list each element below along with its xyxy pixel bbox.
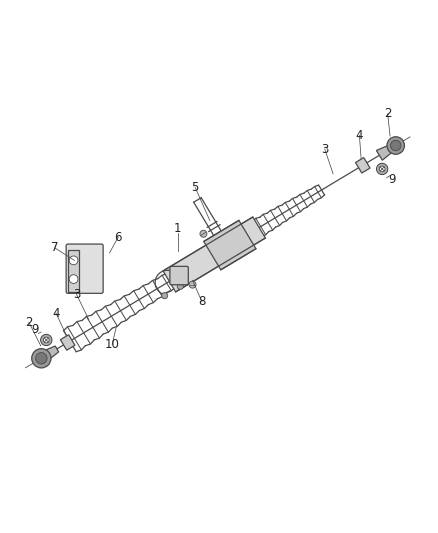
- Circle shape: [177, 283, 184, 289]
- Circle shape: [69, 256, 78, 265]
- Text: 4: 4: [52, 306, 60, 320]
- Text: 3: 3: [73, 288, 80, 301]
- Circle shape: [162, 293, 168, 299]
- Circle shape: [43, 337, 49, 343]
- Polygon shape: [68, 250, 79, 292]
- Polygon shape: [60, 335, 75, 350]
- Circle shape: [189, 281, 196, 288]
- Polygon shape: [376, 144, 396, 160]
- FancyBboxPatch shape: [170, 266, 188, 285]
- Circle shape: [69, 274, 78, 284]
- Text: 10: 10: [105, 338, 120, 351]
- Circle shape: [390, 140, 401, 151]
- Polygon shape: [40, 346, 59, 362]
- Circle shape: [377, 163, 388, 175]
- Circle shape: [35, 353, 47, 364]
- Text: 6: 6: [114, 231, 122, 244]
- Polygon shape: [204, 220, 256, 270]
- Text: 2: 2: [384, 108, 392, 120]
- Text: 4: 4: [356, 129, 363, 142]
- Polygon shape: [356, 158, 370, 173]
- Text: 5: 5: [191, 181, 199, 194]
- FancyBboxPatch shape: [66, 244, 103, 293]
- Circle shape: [387, 137, 404, 154]
- Circle shape: [379, 166, 385, 172]
- Text: 8: 8: [198, 295, 206, 308]
- Circle shape: [32, 349, 51, 368]
- Circle shape: [200, 230, 207, 237]
- Text: 7: 7: [51, 241, 59, 254]
- Polygon shape: [163, 217, 265, 292]
- Text: 2: 2: [25, 316, 33, 329]
- Text: 9: 9: [32, 322, 39, 336]
- Text: 1: 1: [174, 222, 181, 235]
- Circle shape: [41, 334, 52, 346]
- Text: 9: 9: [388, 173, 396, 187]
- Text: 3: 3: [321, 142, 328, 156]
